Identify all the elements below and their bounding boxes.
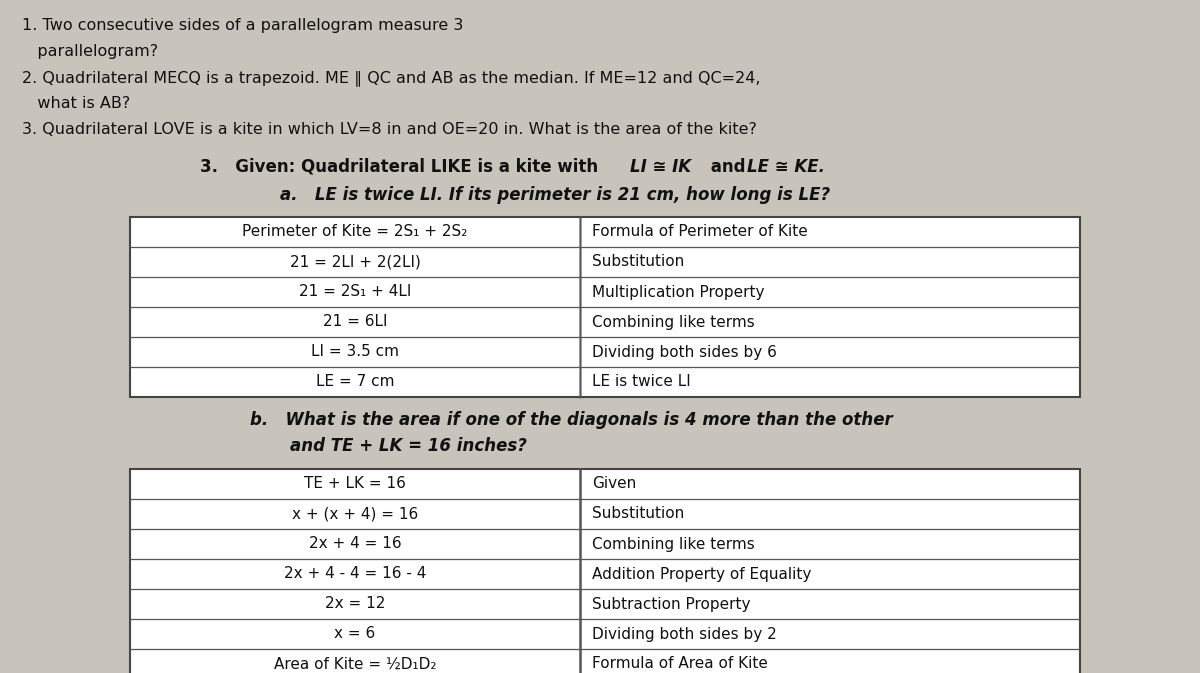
Text: 3.   Given: Quadrilateral LIKE is a kite with: 3. Given: Quadrilateral LIKE is a kite w…: [200, 158, 604, 176]
Text: Combining like terms: Combining like terms: [592, 314, 755, 330]
Text: 21 = 2LI + 2(2LI): 21 = 2LI + 2(2LI): [289, 254, 420, 269]
Text: x + (x + 4) = 16: x + (x + 4) = 16: [292, 507, 418, 522]
Bar: [130, 469, 1080, 673]
Text: 21 = 6LI: 21 = 6LI: [323, 314, 388, 330]
Text: LE is twice LI: LE is twice LI: [592, 374, 691, 390]
Text: TE + LK = 16: TE + LK = 16: [304, 476, 406, 491]
Text: Perimeter of Kite = 2S₁ + 2S₂: Perimeter of Kite = 2S₁ + 2S₂: [242, 225, 468, 240]
Text: 21 = 2S₁ + 4LI: 21 = 2S₁ + 4LI: [299, 285, 412, 299]
Text: Addition Property of Equality: Addition Property of Equality: [592, 567, 811, 581]
Text: LI ≅ IK: LI ≅ IK: [630, 158, 691, 176]
Text: LI = 3.5 cm: LI = 3.5 cm: [311, 345, 398, 359]
Text: Dividing both sides by 2: Dividing both sides by 2: [592, 627, 776, 641]
Text: 3. Quadrilateral LOVE is a kite in which LV=8 in and OE=20 in. What is the area : 3. Quadrilateral LOVE is a kite in which…: [22, 122, 757, 137]
Text: 2x + 4 - 4 = 16 - 4: 2x + 4 - 4 = 16 - 4: [284, 567, 426, 581]
Text: Dividing both sides by 6: Dividing both sides by 6: [592, 345, 776, 359]
Text: 2. Quadrilateral MECQ is a trapezoid. ME ∥ QC and AB as the median. If ME=12 and: 2. Quadrilateral MECQ is a trapezoid. ME…: [22, 70, 761, 85]
Text: 2x = 12: 2x = 12: [325, 596, 385, 612]
Text: Substitution: Substitution: [592, 507, 684, 522]
Text: Multiplication Property: Multiplication Property: [592, 285, 764, 299]
Text: b.   What is the area if one of the diagonals is 4 more than the other: b. What is the area if one of the diagon…: [250, 411, 893, 429]
Text: Given: Given: [592, 476, 636, 491]
Text: Substitution: Substitution: [592, 254, 684, 269]
Text: x = 6: x = 6: [335, 627, 376, 641]
Text: and: and: [706, 158, 751, 176]
Text: what is AB?: what is AB?: [22, 96, 131, 111]
Text: parallelogram?: parallelogram?: [22, 44, 158, 59]
Text: Formula of Perimeter of Kite: Formula of Perimeter of Kite: [592, 225, 808, 240]
Text: LE ≅ KE.: LE ≅ KE.: [746, 158, 826, 176]
Bar: [130, 217, 1080, 397]
Text: a.   LE is twice LI. If its perimeter is 21 cm, how long is LE?: a. LE is twice LI. If its perimeter is 2…: [280, 186, 830, 204]
Text: 1. Two consecutive sides of a parallelogram measure 3: 1. Two consecutive sides of a parallelog…: [22, 18, 468, 33]
Text: Area of Kite = ½D₁D₂: Area of Kite = ½D₁D₂: [274, 656, 437, 672]
Text: Subtraction Property: Subtraction Property: [592, 596, 750, 612]
Text: and TE + LK = 16 inches?: and TE + LK = 16 inches?: [290, 437, 527, 455]
Text: Combining like terms: Combining like terms: [592, 536, 755, 551]
Text: Formula of Area of Kite: Formula of Area of Kite: [592, 656, 768, 672]
Text: 2x + 4 = 16: 2x + 4 = 16: [308, 536, 401, 551]
Text: LE = 7 cm: LE = 7 cm: [316, 374, 395, 390]
